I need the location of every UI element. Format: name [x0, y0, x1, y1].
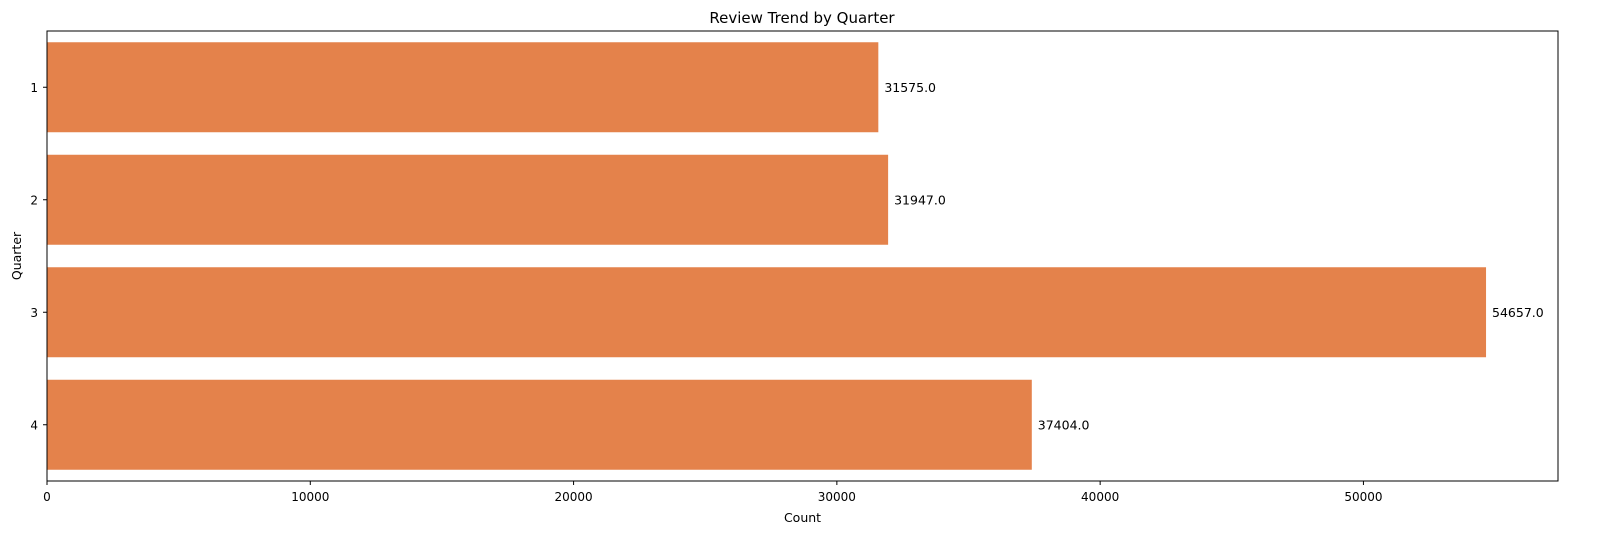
y-axis-label: Quarter	[9, 231, 24, 280]
data-labels-group: 31575.0 31947.0 54657.0 37404.0	[884, 80, 1543, 433]
data-label-quarter-1: 31575.0	[884, 80, 936, 95]
x-tick-label: 40000	[1081, 490, 1119, 504]
data-label-quarter-2: 31947.0	[894, 192, 946, 207]
x-tick-label: 50000	[1344, 490, 1382, 504]
chart-title: Review Trend by Quarter	[709, 9, 895, 27]
plot-frame	[46, 30, 1559, 482]
x-tick-label: 20000	[554, 490, 592, 504]
x-tick-label: 10000	[291, 490, 329, 504]
bar-quarter-4	[47, 379, 1032, 470]
y-tick-label: 4	[30, 418, 38, 432]
y-tick-label: 3	[30, 306, 38, 320]
x-axis-ticks: 0 10000 20000 30000 40000 50000	[43, 481, 1383, 504]
bar-quarter-2	[47, 154, 889, 245]
data-label-quarter-4: 37404.0	[1038, 417, 1090, 432]
y-tick-label: 2	[30, 193, 38, 207]
y-axis-ticks: 1 2 3 4	[30, 81, 47, 432]
bar-quarter-1	[47, 42, 879, 133]
x-tick-label: 30000	[818, 490, 856, 504]
bars-group	[47, 42, 1487, 470]
x-tick-label: 0	[43, 490, 51, 504]
x-axis-label: Count	[784, 510, 821, 525]
bar-quarter-3	[47, 267, 1487, 358]
y-tick-label: 1	[30, 81, 38, 95]
data-label-quarter-3: 54657.0	[1492, 305, 1544, 320]
